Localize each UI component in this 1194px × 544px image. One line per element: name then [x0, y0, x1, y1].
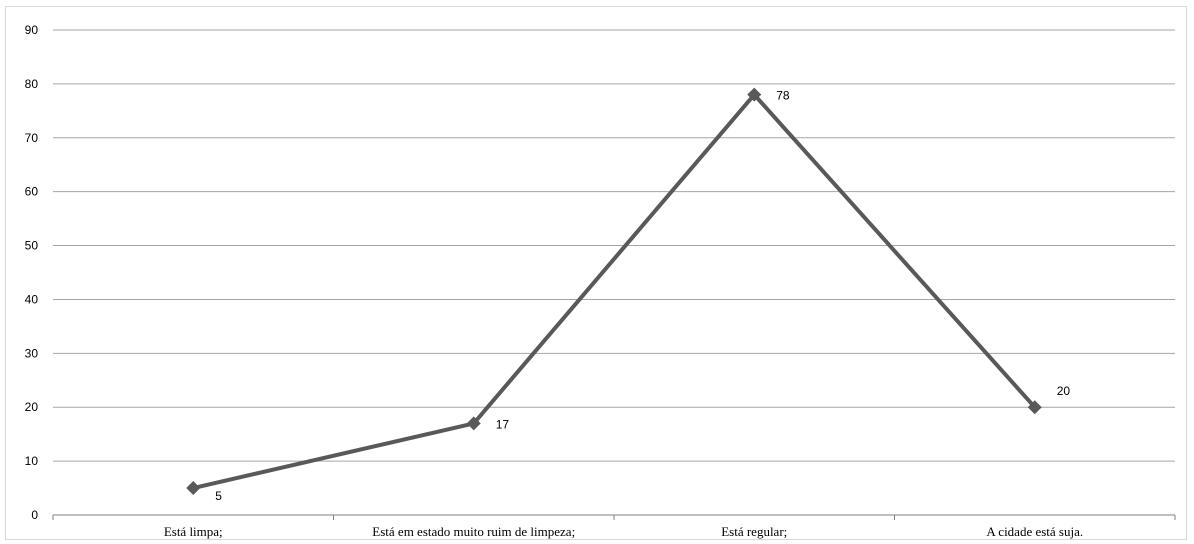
data-label: 20 — [1057, 384, 1071, 398]
x-tick-label: Está regular; — [721, 524, 787, 539]
series-line — [192, 91, 1037, 491]
y-tick-label: 0 — [31, 508, 38, 522]
y-tick-label: 10 — [25, 454, 39, 468]
data-label: 78 — [776, 89, 790, 103]
data-label: 5 — [215, 489, 222, 503]
data-point-marker — [186, 481, 201, 496]
y-tick-label: 70 — [25, 131, 39, 145]
data-point-marker — [747, 87, 762, 102]
y-tick-label: 80 — [25, 77, 39, 91]
y-tick-label: 60 — [25, 185, 39, 199]
data-point-marker — [466, 416, 481, 431]
y-tick-label: 30 — [25, 346, 39, 360]
data-point-marker — [1027, 400, 1042, 415]
x-axis-ticks: Está limpa; Está em estado muito ruim de … — [164, 524, 1083, 539]
y-axis-ticks: 0 10 20 30 40 50 60 70 80 90 — [25, 23, 39, 522]
x-tick-label: Está limpa; — [164, 524, 223, 539]
x-tick-label: A cidade está suja. — [986, 524, 1083, 539]
y-tick-label: 40 — [25, 292, 39, 306]
y-tick-label: 20 — [25, 400, 39, 414]
x-tick-label: Está em estado muito ruim de limpeza; — [372, 524, 575, 539]
chart-frame — [5, 6, 1187, 540]
y-tick-label: 90 — [25, 23, 39, 37]
data-labels: 5 17 78 20 — [215, 89, 1070, 503]
series-group — [186, 87, 1042, 496]
y-tick-label: 50 — [25, 239, 39, 253]
gridlines — [52, 29, 1176, 520]
data-label: 17 — [496, 417, 510, 431]
